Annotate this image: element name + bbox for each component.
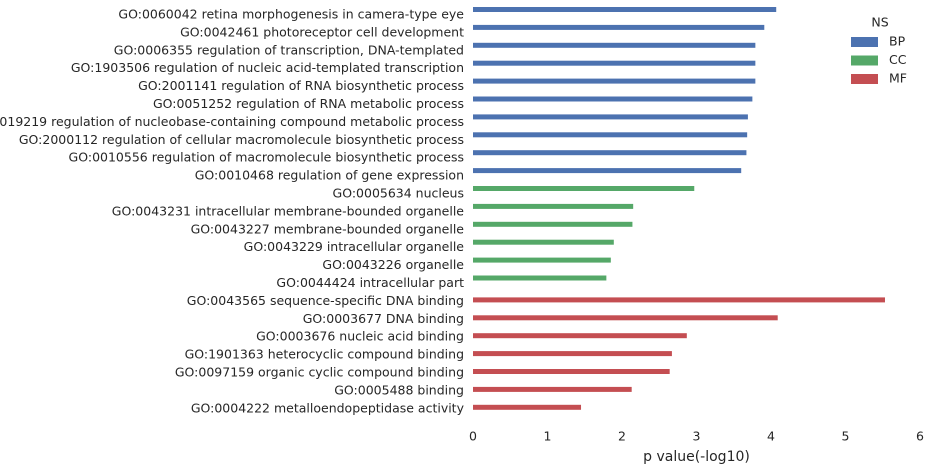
- category-label: GO:0060042 retina morphogenesis in camer…: [118, 7, 464, 22]
- x-tick-label: 3: [693, 429, 701, 444]
- legend-title: NS: [871, 15, 888, 30]
- bar-bp: [473, 78, 756, 84]
- x-tick-label: 0: [469, 429, 477, 444]
- legend-label-bp: BP: [889, 34, 906, 49]
- category-label: GO:0043227 membrane-bounded organelle: [191, 221, 465, 236]
- legend-label-mf: MF: [889, 71, 907, 86]
- category-label: GO:0006355 regulation of transcription, …: [114, 42, 464, 57]
- category-label: GO:0010468 regulation of gene expression: [195, 168, 464, 183]
- bar-bp: [473, 7, 777, 12]
- bar-bp: [473, 114, 748, 120]
- category-label: GO:0042461 photoreceptor cell developmen…: [180, 24, 464, 39]
- bar-cc: [473, 203, 634, 209]
- category-label: GO:1901363 heterocyclic compound binding: [185, 347, 464, 362]
- category-label: GO:0051252 regulation of RNA metabolic p…: [153, 96, 464, 111]
- category-label: GO:2001141 regulation of RNA biosyntheti…: [138, 78, 464, 93]
- category-label: GO:0043226 organelle: [322, 257, 464, 272]
- bar-cc: [473, 275, 607, 281]
- bar-mf: [473, 333, 687, 339]
- x-axis-ticks: 0 1 2 3 4 5 6: [469, 429, 924, 444]
- x-tick-label: 6: [916, 429, 924, 444]
- legend: NS BP CC MF: [851, 15, 907, 86]
- legend-swatch-bp: [851, 37, 878, 47]
- category-label: GO:0019219 regulation of nucleobase-cont…: [0, 114, 464, 129]
- bar-cc: [473, 186, 695, 191]
- bar-mf: [473, 315, 778, 321]
- category-label: GO:0005634 nucleus: [333, 186, 464, 201]
- bar-mf: [473, 386, 632, 392]
- x-tick-label: 1: [544, 429, 552, 444]
- bar-bp: [473, 96, 753, 102]
- bar-bp: [473, 60, 756, 66]
- bar-cc: [473, 239, 614, 245]
- bar-mf: [473, 404, 582, 410]
- legend-label-cc: CC: [889, 52, 907, 67]
- category-label: GO:0003676 nucleic acid binding: [256, 329, 464, 344]
- bar-mf: [473, 351, 672, 357]
- x-tick-label: 5: [842, 429, 850, 444]
- category-label: GO:0005488 binding: [334, 382, 464, 397]
- bar-bp: [473, 168, 742, 174]
- bar-cc: [473, 257, 611, 263]
- x-tick-label: 2: [618, 429, 626, 444]
- category-label: GO:0004222 metalloendopeptidase activity: [191, 400, 465, 415]
- category-label: GO:1903506 regulation of nucleic acid-te…: [71, 60, 464, 75]
- category-label: GO:0043565 sequence-specific DNA binding: [187, 293, 464, 308]
- bar-bp: [473, 132, 748, 138]
- bar-bp: [473, 150, 747, 156]
- x-tick-label: 4: [767, 429, 775, 444]
- legend-swatch-cc: [851, 55, 878, 66]
- category-label: GO:2000112 regulation of cellular macrom…: [19, 132, 464, 147]
- bar-mf: [473, 297, 885, 303]
- bars-layer: [473, 7, 885, 410]
- bar-mf: [473, 369, 670, 374]
- bar-cc: [473, 221, 633, 227]
- category-labels: GO:0060042 retina morphogenesis in camer…: [0, 7, 465, 416]
- bar-bp: [473, 24, 765, 30]
- category-label: GO:0044424 intracellular part: [276, 275, 464, 290]
- category-label: GO:0010556 regulation of macromolecule b…: [69, 150, 464, 165]
- category-label: GO:0043229 intracellular organelle: [244, 239, 465, 254]
- x-axis-title: p value(-log10): [643, 449, 750, 465]
- category-label: GO:0097159 organic cyclic compound bindi…: [175, 365, 464, 380]
- category-label: GO:0043231 intracellular membrane-bounde…: [112, 203, 465, 218]
- bar-bp: [473, 42, 756, 48]
- legend-swatch-mf: [851, 74, 878, 84]
- category-label: GO:0003677 DNA binding: [303, 311, 464, 326]
